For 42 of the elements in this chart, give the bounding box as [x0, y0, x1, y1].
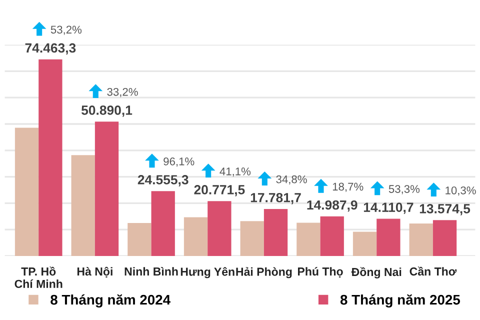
legend-label: 8 Tháng năm 2025 — [340, 294, 460, 308]
bar — [240, 221, 264, 256]
annotation: 10,3% — [446, 186, 476, 196]
x-tick-label: Hải Phòng — [236, 267, 292, 278]
x-tick-label: Phú Thọ — [298, 267, 343, 278]
annotation: 53,3% — [388, 185, 420, 194]
annotation: 18,7% — [332, 182, 364, 192]
legend-label: 8 Tháng năm 2024 — [50, 294, 170, 308]
annotation: 41,1% — [220, 168, 251, 177]
bar — [94, 122, 119, 256]
bar — [352, 232, 377, 256]
bar — [409, 224, 433, 256]
x-tick-label: Ninh Bình — [124, 267, 178, 276]
bar — [376, 218, 400, 256]
bar — [320, 216, 344, 256]
data-label: 24.555,3 — [138, 175, 188, 186]
annotation: 53,2% — [50, 26, 82, 35]
data-label: 74.463,3 — [25, 43, 76, 55]
data-label: 14.110,7 — [364, 202, 414, 214]
bar — [151, 191, 175, 256]
annotation: 96,1% — [164, 158, 194, 167]
bar — [71, 155, 95, 256]
x-tick-label: Hưng Yên — [180, 267, 234, 278]
bar — [264, 209, 288, 256]
bar — [208, 201, 232, 256]
bar — [128, 223, 152, 256]
bar — [296, 222, 320, 256]
data-label: 14.987,9 — [307, 200, 358, 212]
bar — [432, 220, 457, 256]
bar — [14, 128, 39, 256]
data-label: 20.771,5 — [194, 185, 245, 196]
annotation: 33,2% — [107, 88, 138, 98]
x-tick-label: Hà Nội — [77, 266, 112, 278]
data-label: 13.574,5 — [420, 204, 470, 216]
bar — [184, 217, 208, 256]
data-label: 17.781,7 — [250, 192, 301, 204]
bar — [38, 59, 62, 256]
x-tick-label: TP. Hồ Chí Minh — [14, 266, 62, 288]
x-tick-label: Cần Thơ — [410, 266, 457, 276]
data-label: 50.890,1 — [81, 106, 132, 117]
x-tick-label: Đồng Nai — [351, 267, 402, 278]
annotation: 34,8% — [276, 175, 307, 185]
